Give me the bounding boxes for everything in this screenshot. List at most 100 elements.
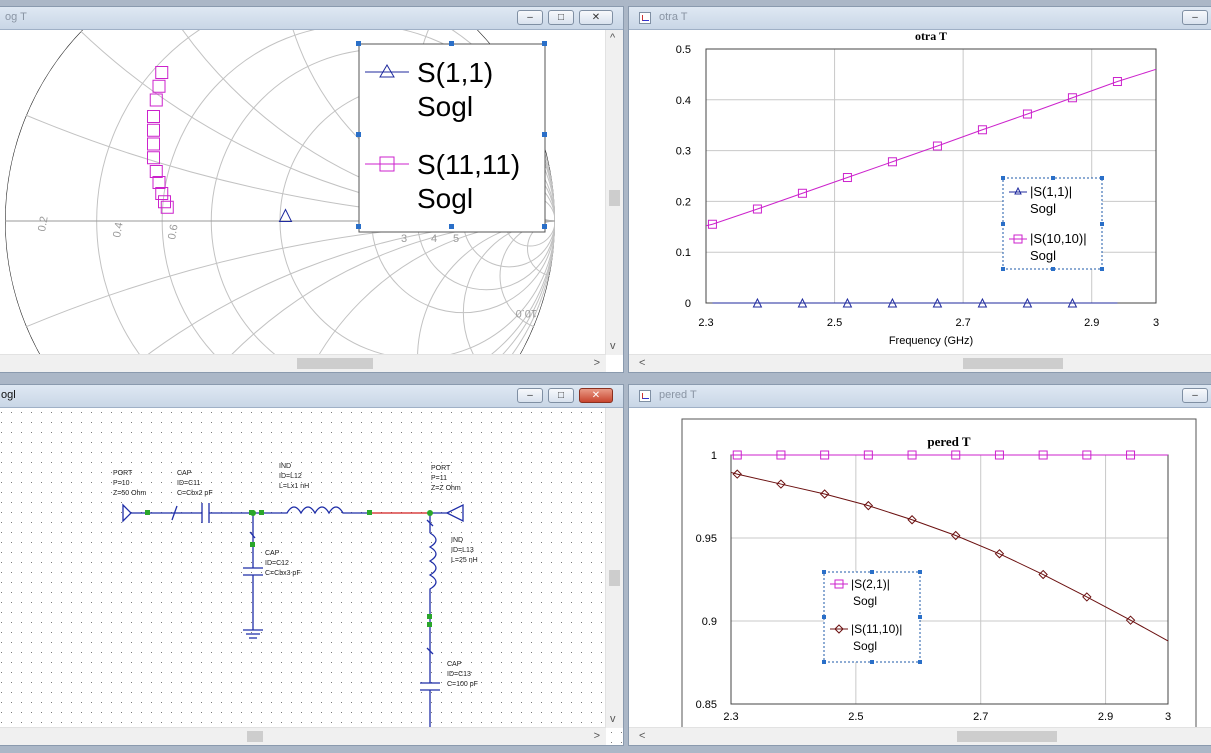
ind-l12-symbol[interactable] bbox=[263, 506, 370, 515]
data-point bbox=[977, 297, 988, 308]
legend-series: |S(11,10)| bbox=[851, 622, 902, 636]
pered-plot: 2.3 2.5 2.7 2.9 3 0.85 0.9 0.95 1 bbox=[696, 450, 1171, 723]
data-point bbox=[907, 515, 917, 525]
data-point bbox=[994, 549, 1005, 559]
pered-legend[interactable]: |S(2,1)| Sogl |S(11,10)| Sogl bbox=[822, 570, 922, 664]
scrollbar-thumb[interactable] bbox=[957, 731, 1057, 742]
data-point bbox=[1022, 297, 1033, 308]
port-2-symbol[interactable] bbox=[445, 503, 464, 523]
minimize-button[interactable]: – bbox=[1182, 388, 1208, 403]
data-point bbox=[707, 219, 717, 229]
otra-window-title: otra T bbox=[659, 11, 688, 23]
component-label: ID=C12 bbox=[265, 560, 289, 567]
horizontal-scrollbar[interactable]: > bbox=[0, 354, 606, 372]
pered-content: pered T 2.3 2.5 2.7 2.9 3 0.85 0.9 0.95 1 |S(2,1… bbox=[629, 408, 1211, 745]
data-point bbox=[842, 173, 852, 183]
scroll-down-arrow[interactable]: v bbox=[610, 713, 616, 725]
legend-sub: Sogl bbox=[1030, 248, 1056, 263]
component-label: PORT bbox=[431, 465, 451, 472]
otra-legend[interactable]: |S(1,1)| Sogl |S(10,10)| Sogl bbox=[1001, 176, 1104, 271]
schematic-canvas: PORT P=10 Z=50 Ohm CAP ID=C11 C=Cbx2 pF … bbox=[0, 408, 623, 745]
scroll-left-arrow[interactable]: < bbox=[639, 357, 646, 369]
close-button[interactable]: ✕ bbox=[579, 388, 613, 403]
component-label: Z=50 Ohm bbox=[113, 490, 146, 497]
component-label: ID=L12 bbox=[279, 473, 302, 480]
reactance-circle bbox=[499, 220, 555, 332]
close-button[interactable]: ✕ bbox=[579, 10, 613, 25]
reactance-circle bbox=[279, 220, 555, 372]
scroll-down-arrow[interactable]: v bbox=[610, 340, 616, 352]
scrollbar-thumb[interactable] bbox=[609, 570, 620, 586]
port-1-symbol[interactable] bbox=[122, 503, 147, 523]
x-tick-label: 2.5 bbox=[848, 711, 863, 723]
pered-chart: pered T 2.3 2.5 2.7 2.9 3 0.85 0.9 0.95 1 |S(2,1… bbox=[681, 418, 1197, 745]
otra-chart: otra T 2.3 2.5 2.7 2.9 3 0 0.1 0.2 0.3 0.4 0.5 Fre… bbox=[676, 30, 1159, 347]
data-point bbox=[907, 450, 917, 460]
x-tick-label: 2.3 bbox=[723, 711, 738, 723]
y-tick-label: 1 bbox=[711, 450, 717, 462]
minimize-button[interactable]: – bbox=[517, 388, 543, 403]
x-tick-label: 3 bbox=[1165, 711, 1171, 723]
triangle-marker-icon bbox=[379, 64, 395, 78]
smith-chart: 0.2 0.4 0.6 3 4 5 10.0 S(1,1) Sogl S(11,… bbox=[5, 30, 555, 372]
scrollbar-thumb[interactable] bbox=[609, 190, 620, 206]
pered-titlebar[interactable]: pered T – bbox=[629, 385, 1211, 408]
smith-titlebar[interactable]: og T – □ ✕ bbox=[0, 7, 623, 30]
component-label: CAP bbox=[177, 470, 192, 477]
otra-titlebar[interactable]: otra T – bbox=[629, 7, 1211, 30]
data-point bbox=[1125, 615, 1136, 625]
data-point bbox=[1082, 592, 1092, 602]
data-point bbox=[994, 450, 1004, 460]
x-axis-label: Frequency (GHz) bbox=[889, 335, 973, 347]
smith-point bbox=[155, 187, 169, 200]
horizontal-scrollbar[interactable]: < bbox=[629, 354, 1211, 372]
scroll-right-arrow[interactable]: > bbox=[593, 357, 600, 369]
data-point bbox=[863, 450, 873, 460]
data-point bbox=[887, 297, 898, 308]
smith-point bbox=[278, 208, 293, 222]
data-point bbox=[932, 141, 942, 151]
smith-label: 10.0 bbox=[516, 307, 537, 319]
legend-sub: Sogl bbox=[853, 639, 877, 653]
component-label: CAP bbox=[265, 550, 280, 557]
data-point bbox=[863, 500, 874, 511]
smith-label: 0.6 bbox=[166, 223, 180, 240]
vertical-scrollbar[interactable]: ^ v bbox=[605, 30, 623, 355]
data-point bbox=[932, 297, 943, 308]
ind-l13-symbol[interactable] bbox=[428, 532, 437, 613]
component-label: C=Cbx3 pF bbox=[265, 570, 301, 577]
graph-window-icon bbox=[639, 390, 651, 402]
component-label: PORT bbox=[113, 470, 133, 477]
y-tick-label: 0.95 bbox=[696, 533, 717, 545]
diamond-marker-icon bbox=[834, 624, 844, 634]
data-point bbox=[977, 125, 987, 135]
smith-legend[interactable]: S(1,1) Sogl S(11,11) Sogl bbox=[356, 41, 547, 233]
scrollbar-thumb[interactable] bbox=[247, 731, 263, 742]
data-point bbox=[752, 297, 763, 308]
smith-window-title: og T bbox=[5, 11, 27, 23]
x-tick-label: 2.3 bbox=[698, 317, 713, 329]
data-point bbox=[1067, 93, 1077, 103]
scroll-left-arrow[interactable]: < bbox=[639, 730, 646, 742]
maximize-button[interactable]: □ bbox=[548, 10, 574, 25]
smith-label: 4 bbox=[431, 233, 437, 245]
vertical-scrollbar[interactable]: v bbox=[605, 408, 623, 728]
pered-window: pered T – pered T 2.3 2.5 2.7 2.9 3 0.85 0.9 0.… bbox=[628, 384, 1211, 746]
y-tick-label: 0.9 bbox=[702, 616, 717, 628]
x-tick-label: 2.7 bbox=[955, 317, 970, 329]
horizontal-scrollbar[interactable]: < bbox=[629, 727, 1211, 745]
minimize-button[interactable]: – bbox=[1182, 10, 1208, 25]
minimize-button[interactable]: – bbox=[517, 10, 543, 25]
maximize-button[interactable]: □ bbox=[548, 388, 574, 403]
scroll-up-arrow[interactable]: ^ bbox=[610, 32, 616, 44]
scrollbar-thumb[interactable] bbox=[963, 358, 1063, 369]
horizontal-scrollbar[interactable]: > bbox=[0, 727, 606, 745]
scrollbar-thumb[interactable] bbox=[297, 358, 373, 369]
reactance-circle bbox=[462, 220, 555, 372]
schematic-titlebar[interactable]: ogl – □ ✕ bbox=[0, 385, 623, 408]
legend-series: S(1,1) bbox=[417, 57, 493, 88]
scroll-right-arrow[interactable]: > bbox=[593, 730, 600, 742]
square-marker-icon bbox=[834, 579, 844, 589]
component-label: ID=C13 bbox=[447, 671, 471, 678]
data-point bbox=[842, 297, 853, 308]
